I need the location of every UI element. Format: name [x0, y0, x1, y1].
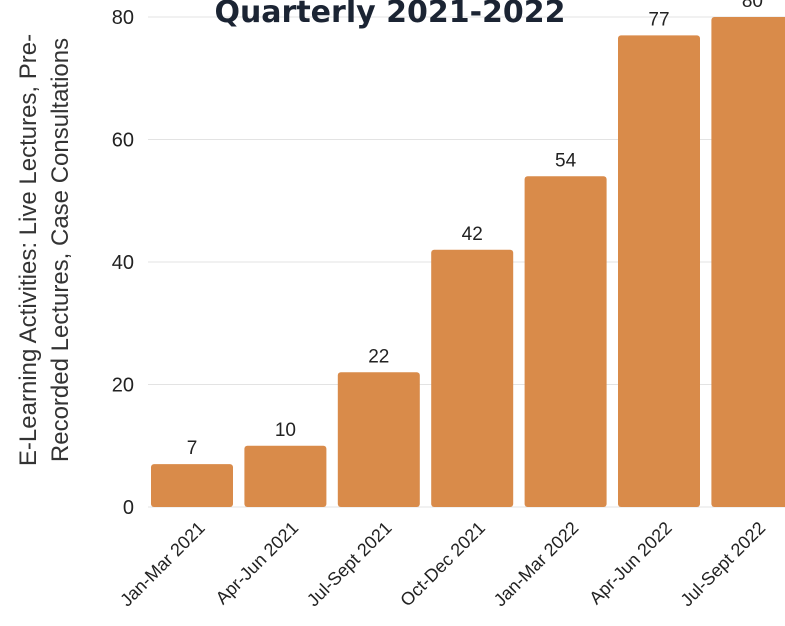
x-tick-label: Apr-Jun 2021 [212, 518, 303, 609]
bar [618, 35, 700, 507]
data-label: 80 [742, 0, 763, 12]
y-tick-label: 40 [112, 252, 134, 274]
x-tick-label: Apr-Jun 2022 [585, 518, 676, 609]
data-labels: 7 10 22 42 54 77 80 [187, 0, 763, 459]
data-label: 77 [648, 9, 669, 30]
y-axis-label-line-2: Recorded Lectures, Case Consultations [47, 38, 74, 462]
bar [431, 249, 514, 507]
chart-title: Quarterly 2021-2022 [214, 0, 565, 30]
x-tick-label: Jul-Sept 2022 [677, 518, 770, 611]
bar [711, 17, 785, 507]
y-tick-label: 80 [112, 7, 134, 29]
bars [151, 17, 785, 507]
bar [244, 445, 327, 507]
data-label: 54 [555, 150, 577, 171]
data-label: 42 [462, 224, 483, 245]
bar [524, 176, 607, 507]
bar [337, 372, 420, 507]
data-label: 7 [187, 438, 198, 459]
bar [151, 464, 233, 507]
y-axis-ticks: 0 20 40 60 80 [112, 7, 134, 519]
x-axis-ticks: Jan-Mar 2021 Apr-Jun 2021 Jul-Sept 2021 Oct… [116, 518, 769, 611]
data-label: 22 [368, 346, 389, 367]
y-tick-label: 20 [112, 375, 134, 397]
y-axis-label-line-1: E-Learning Activities: Live Lectures, Pr… [15, 34, 42, 466]
x-tick-label: Jul-Sept 2021 [303, 518, 396, 611]
x-tick-label: Jan-Mar 2021 [116, 518, 209, 611]
x-tick-label: Oct-Dec 2021 [396, 518, 489, 611]
y-axis-label: E-Learning Activities: Live Lectures, Pr… [15, 34, 74, 466]
data-label: 10 [275, 420, 296, 441]
y-tick-label: 60 [112, 130, 134, 152]
x-tick-label: Jan-Mar 2022 [490, 518, 583, 611]
y-tick-label: 0 [123, 497, 134, 519]
